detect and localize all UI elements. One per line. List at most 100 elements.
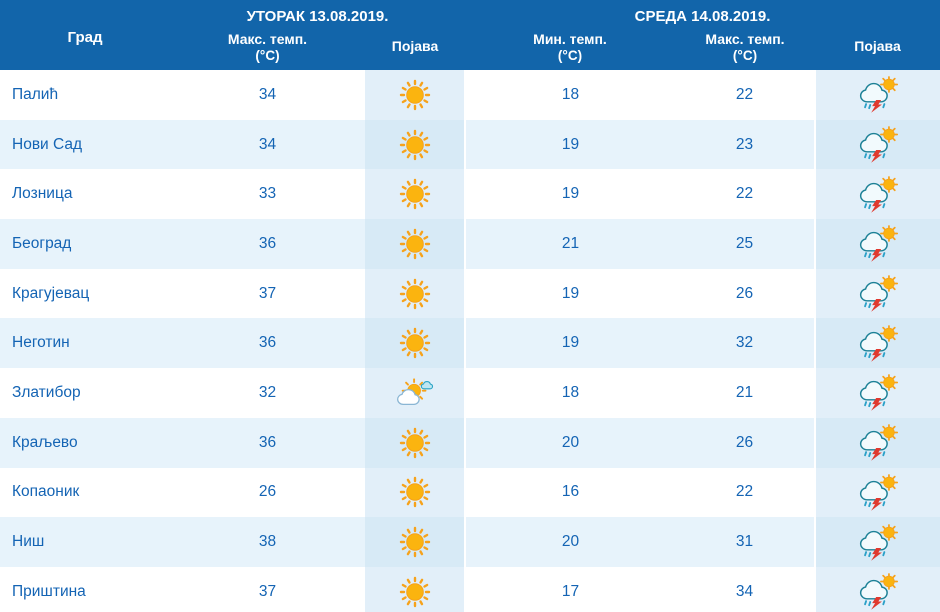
- column-header-phenomenon-tuesday: Појава: [365, 28, 465, 70]
- sunny-icon: [399, 129, 431, 161]
- thunderstorm-icon: [857, 275, 899, 312]
- sunny-icon: [399, 178, 431, 210]
- thunderstorm-icon: [857, 324, 899, 362]
- column-label: Појава: [391, 38, 439, 54]
- tue-phenomenon-cell: [365, 119, 465, 170]
- sunny-icon: [399, 228, 431, 260]
- column-label: Макс. темп.: [227, 30, 308, 47]
- wed-phenomenon-cell: [813, 517, 940, 567]
- city-cell: Неготин: [0, 318, 170, 369]
- column-header-row: Макс. темп. (°C) Појава Мин. темп. (°C) …: [0, 28, 940, 70]
- wed-min-temp-cell: 21: [464, 219, 675, 269]
- wed-min-temp-cell: 19: [464, 268, 675, 319]
- tue-phenomenon-cell: [365, 318, 465, 369]
- wed-max-temp-cell: 26: [675, 268, 815, 319]
- wed-phenomenon-cell: [813, 368, 940, 418]
- column-header-phenomenon-wednesday: Појава: [815, 28, 940, 70]
- table-row: Крагујевац 37 19 26: [0, 268, 940, 319]
- column-header-city: Град: [0, 0, 170, 70]
- sunny-icon: [399, 79, 431, 111]
- wed-max-temp-cell: 22: [675, 467, 815, 518]
- thunderstorm-icon: [857, 374, 899, 412]
- wed-phenomenon-cell: [813, 467, 940, 518]
- tue-max-temp-cell: 37: [170, 566, 365, 612]
- city-cell: Лозница: [0, 169, 170, 220]
- sunny-icon: [399, 476, 431, 508]
- wed-max-temp-cell: 23: [675, 119, 815, 170]
- city-cell: Нови Сад: [0, 119, 170, 170]
- wed-phenomenon-cell: [813, 268, 940, 319]
- tue-max-temp-cell: 36: [170, 417, 365, 468]
- wed-min-temp-cell: 18: [464, 70, 675, 120]
- wed-phenomenon-cell: [813, 318, 940, 369]
- day-header-wednesday: СРЕДА 14.08.2019.: [465, 0, 940, 28]
- tue-max-temp-cell: 32: [170, 368, 365, 418]
- sunny-icon: [399, 278, 431, 310]
- tue-max-temp-cell: 33: [170, 169, 365, 220]
- tue-phenomenon-cell: [365, 566, 465, 612]
- thunderstorm-icon: [857, 126, 899, 163]
- column-label: Мин. темп.: [533, 30, 607, 47]
- table-row: Лозница 33 19 22: [0, 169, 940, 220]
- column-unit: (°C): [255, 47, 280, 63]
- wed-min-temp-cell: 16: [464, 467, 675, 518]
- table-row: Палић 34 18 22: [0, 70, 940, 120]
- city-cell: Београд: [0, 219, 170, 269]
- column-label: Макс. темп.: [705, 30, 785, 47]
- tue-phenomenon-cell: [365, 219, 465, 269]
- tue-max-temp-cell: 37: [170, 268, 365, 319]
- tue-phenomenon-cell: [365, 169, 465, 220]
- wed-min-temp-cell: 18: [464, 368, 675, 418]
- wed-min-temp-cell: 19: [464, 318, 675, 369]
- sunny-icon: [399, 526, 431, 558]
- tue-max-temp-cell: 38: [170, 517, 365, 567]
- city-cell: Копаоник: [0, 467, 170, 518]
- column-unit: (°C): [732, 47, 758, 63]
- sunny-icon: [399, 327, 431, 359]
- wed-max-temp-cell: 32: [675, 318, 815, 369]
- column-label: Појава: [854, 38, 901, 54]
- thunderstorm-icon: [857, 225, 899, 263]
- column-header-min-temp-wednesday: Мин. темп. (°C): [465, 28, 675, 70]
- tue-phenomenon-cell: [365, 467, 465, 518]
- city-cell: Палић: [0, 70, 170, 120]
- thunderstorm-icon: [857, 175, 899, 213]
- table-row: Београд 36 21 25: [0, 219, 940, 269]
- tue-max-temp-cell: 36: [170, 318, 365, 369]
- table-row: Неготин 36 19 32: [0, 318, 940, 369]
- forecast-table-body: Палић 34 18 22 Нови Сад 34: [0, 70, 940, 612]
- sunny-icon: [399, 576, 431, 608]
- table-row: Ниш 38 20 31: [0, 517, 940, 567]
- column-header-max-temp-tuesday: Макс. темп. (°C): [170, 28, 365, 70]
- wed-max-temp-cell: 25: [675, 219, 815, 269]
- table-row: Златибор 32 18 21: [0, 368, 940, 418]
- city-cell: Крагујевац: [0, 268, 170, 319]
- tue-phenomenon-cell: [365, 70, 465, 120]
- wed-max-temp-cell: 21: [675, 368, 815, 418]
- wed-phenomenon-cell: [813, 417, 940, 468]
- tue-phenomenon-cell: [365, 417, 465, 468]
- wed-min-temp-cell: 17: [464, 566, 675, 612]
- wed-phenomenon-cell: [813, 70, 940, 120]
- city-cell: Краљево: [0, 417, 170, 468]
- wed-phenomenon-cell: [813, 219, 940, 269]
- partly-cloudy-icon: [394, 377, 436, 408]
- wed-min-temp-cell: 20: [464, 517, 675, 567]
- wed-min-temp-cell: 19: [464, 119, 675, 170]
- day-header-row: Град УТОРАК 13.08.2019. СРЕДА 14.08.2019…: [0, 0, 940, 70]
- tue-max-temp-cell: 36: [170, 219, 365, 269]
- wed-max-temp-cell: 22: [675, 169, 815, 220]
- thunderstorm-icon: [857, 473, 899, 511]
- table-header: Град УТОРАК 13.08.2019. СРЕДА 14.08.2019…: [0, 0, 940, 70]
- wed-max-temp-cell: 22: [675, 70, 815, 120]
- city-cell: Златибор: [0, 368, 170, 418]
- column-unit: (°C): [557, 47, 583, 63]
- table-row: Приштина 37 17 34: [0, 566, 940, 612]
- day-header-tuesday: УТОРАК 13.08.2019.: [170, 0, 465, 28]
- tue-phenomenon-cell: [365, 368, 465, 418]
- table-row: Копаоник 26 16 22: [0, 467, 940, 518]
- wed-max-temp-cell: 31: [675, 517, 815, 567]
- wed-min-temp-cell: 20: [464, 417, 675, 468]
